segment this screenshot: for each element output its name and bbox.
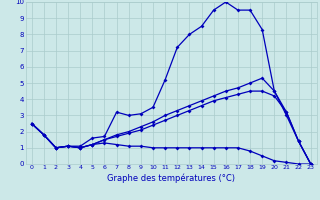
X-axis label: Graphe des températures (°C): Graphe des températures (°C)	[107, 173, 235, 183]
